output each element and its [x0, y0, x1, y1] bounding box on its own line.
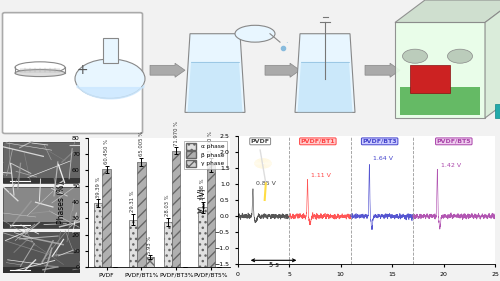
- Text: PVDF/BT5: PVDF/BT5: [436, 139, 471, 144]
- Ellipse shape: [235, 25, 275, 42]
- Circle shape: [75, 59, 145, 98]
- Text: 1.11 V: 1.11 V: [311, 173, 331, 178]
- Bar: [207, 165, 215, 267]
- Bar: [2, 187, 80, 228]
- Polygon shape: [185, 34, 245, 112]
- Text: 29.31 %: 29.31 %: [130, 191, 136, 212]
- Bar: [2, 267, 80, 273]
- FancyBboxPatch shape: [2, 13, 142, 133]
- Ellipse shape: [15, 70, 65, 76]
- Text: PVDF/BT1: PVDF/BT1: [300, 139, 335, 144]
- Bar: [146, 257, 154, 267]
- Y-axis label: Phases (%): Phases (%): [58, 181, 66, 223]
- Text: 71.970 %: 71.970 %: [174, 121, 178, 146]
- Text: ·: ·: [285, 39, 288, 48]
- Bar: [410, 65, 450, 93]
- Polygon shape: [188, 62, 242, 112]
- Bar: [94, 203, 102, 267]
- Polygon shape: [298, 62, 352, 112]
- Circle shape: [448, 49, 472, 63]
- Bar: [102, 169, 110, 267]
- Text: 1.64 V: 1.64 V: [373, 156, 393, 161]
- Bar: [137, 162, 145, 267]
- Text: PVDF/BT3: PVDF/BT3: [362, 139, 397, 144]
- Text: 0.85 V: 0.85 V: [256, 182, 276, 187]
- Legend: α phase, β phase, γ phase: α phase, β phase, γ phase: [184, 140, 227, 169]
- FancyArrow shape: [365, 63, 400, 77]
- Text: +: +: [76, 63, 88, 77]
- Bar: [2, 222, 80, 228]
- Text: 36.88 %: 36.88 %: [200, 179, 205, 200]
- Text: 28.03 %: 28.03 %: [166, 194, 170, 216]
- Bar: [495, 104, 500, 118]
- Text: 5 s: 5 s: [268, 262, 278, 268]
- Y-axis label: $V_{oc}$ (V): $V_{oc}$ (V): [197, 187, 209, 214]
- Bar: [164, 222, 172, 267]
- Polygon shape: [395, 0, 500, 22]
- Bar: [395, 22, 485, 118]
- Text: 39.39 %: 39.39 %: [96, 176, 100, 198]
- Bar: [198, 207, 207, 267]
- Text: 5.93 %: 5.93 %: [147, 236, 152, 254]
- Bar: [129, 219, 137, 267]
- Text: 1.42 V: 1.42 V: [441, 163, 461, 168]
- Ellipse shape: [15, 62, 65, 73]
- Circle shape: [402, 49, 427, 63]
- Bar: [102, 38, 118, 63]
- Bar: [400, 87, 480, 115]
- Text: PVDF: PVDF: [250, 139, 270, 144]
- Polygon shape: [295, 34, 355, 112]
- Bar: [2, 142, 80, 183]
- Text: 60.450 %: 60.450 %: [104, 139, 109, 164]
- FancyArrow shape: [265, 63, 300, 77]
- FancyArrow shape: [150, 63, 185, 77]
- Bar: [2, 178, 80, 183]
- Polygon shape: [485, 0, 500, 118]
- Text: 63.100 %: 63.100 %: [208, 131, 214, 156]
- Bar: [2, 232, 80, 273]
- Bar: [172, 151, 180, 267]
- Text: 65.005 %: 65.005 %: [139, 131, 144, 156]
